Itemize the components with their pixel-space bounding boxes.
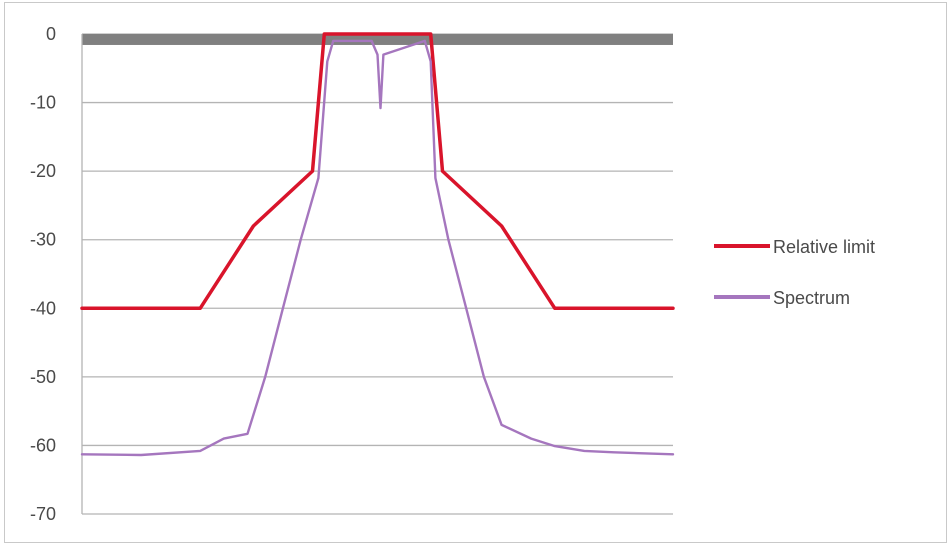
series-line-spectrum bbox=[80, 39, 675, 457]
legend-label-relative-limit: Relative limit bbox=[773, 237, 875, 257]
legend: Relative limit Spectrum bbox=[714, 237, 875, 308]
y-tick-label-20: -20 bbox=[30, 161, 56, 181]
y-tick-label-10: -10 bbox=[30, 93, 56, 113]
y-tick-label-0: 0 bbox=[46, 24, 56, 44]
grid-lines bbox=[82, 33, 673, 515]
y-tick-label-50: -50 bbox=[30, 367, 56, 387]
y-axis-ticks: 0 -10 -20 -30 -40 -50 -60 -70 bbox=[30, 24, 56, 524]
series-line-relative-limit bbox=[80, 32, 675, 311]
reference-band bbox=[82, 34, 673, 45]
legend-label-spectrum: Spectrum bbox=[773, 288, 850, 308]
y-tick-label-40: -40 bbox=[30, 298, 56, 318]
y-tick-label-70: -70 bbox=[30, 504, 56, 524]
band-rect bbox=[82, 34, 673, 45]
series-lines bbox=[80, 32, 675, 457]
y-tick-label-60: -60 bbox=[30, 435, 56, 455]
y-tick-label-30: -30 bbox=[30, 230, 56, 250]
